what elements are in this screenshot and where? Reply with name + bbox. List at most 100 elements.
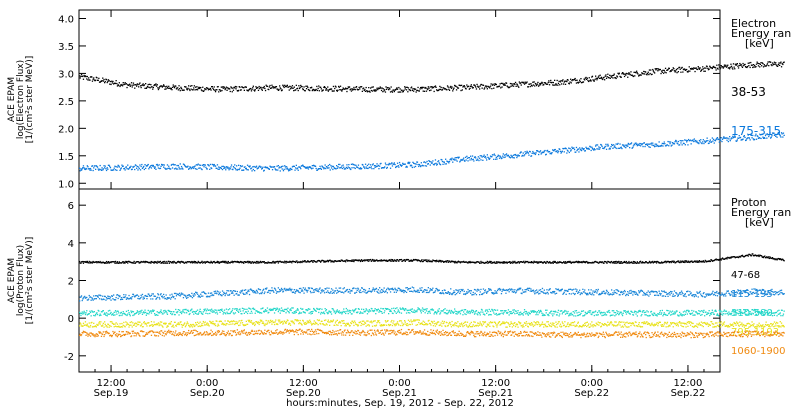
data-point <box>567 150 569 152</box>
data-point <box>479 294 481 296</box>
data-point <box>393 260 395 262</box>
data-point <box>373 165 376 167</box>
data-point <box>767 290 769 292</box>
data-point <box>757 137 760 139</box>
data-point <box>680 67 683 69</box>
data-point <box>630 71 632 73</box>
data-point <box>351 167 353 169</box>
data-point <box>123 312 126 315</box>
data-point <box>327 259 329 262</box>
data-point <box>682 295 685 297</box>
data-point <box>757 290 759 292</box>
data-point <box>370 258 372 261</box>
data-point <box>160 293 162 295</box>
data-point <box>132 314 134 317</box>
data-point <box>779 258 781 260</box>
data-point <box>714 139 716 142</box>
data-point <box>407 91 409 93</box>
data-point <box>314 165 317 167</box>
data-point <box>684 293 686 295</box>
data-point <box>373 310 375 313</box>
data-point <box>564 83 567 85</box>
data-point <box>125 294 127 296</box>
data-point <box>144 87 146 89</box>
data-point <box>306 167 308 169</box>
data-point <box>339 287 342 289</box>
data-point <box>302 308 304 310</box>
data-point <box>145 260 147 263</box>
data-point <box>471 294 474 296</box>
data-point <box>540 82 542 84</box>
data-point <box>202 295 204 297</box>
data-point <box>425 165 428 167</box>
data-point <box>124 262 126 264</box>
data-point <box>756 135 758 137</box>
data-point <box>480 260 482 263</box>
data-point <box>716 67 719 69</box>
data-point <box>634 142 636 144</box>
data-point <box>246 308 248 310</box>
data-point <box>251 289 253 292</box>
data-point <box>468 157 470 159</box>
data-point <box>748 137 751 139</box>
data-point <box>84 295 86 298</box>
series-115-195 <box>79 286 785 302</box>
data-point <box>126 297 128 299</box>
data-point <box>205 88 207 91</box>
data-point <box>528 287 530 290</box>
data-point <box>341 167 344 170</box>
data-point <box>171 261 174 263</box>
data-point <box>79 262 81 264</box>
data-point <box>280 165 283 168</box>
data-point <box>164 88 166 90</box>
data-point <box>643 292 645 295</box>
data-point <box>371 168 373 170</box>
data-point <box>473 84 475 86</box>
data-point <box>513 157 515 159</box>
data-point <box>476 290 478 292</box>
data-point <box>347 312 349 315</box>
data-point <box>590 80 592 82</box>
data-point <box>123 168 125 170</box>
data-point <box>548 262 550 264</box>
data-point <box>588 80 590 83</box>
data-point <box>645 143 647 146</box>
data-point <box>178 166 180 168</box>
data-point <box>532 262 535 264</box>
data-point <box>412 311 414 313</box>
data-point <box>154 314 156 316</box>
data-point <box>175 168 178 170</box>
data-point <box>470 290 472 292</box>
data-point <box>439 163 441 165</box>
y-axis-label: log(Electron Flux) <box>16 60 26 139</box>
data-point <box>379 310 381 313</box>
data-point <box>200 87 202 89</box>
data-point <box>646 262 649 264</box>
data-point <box>665 72 667 74</box>
data-point <box>538 85 540 87</box>
data-point <box>562 79 564 81</box>
data-point <box>737 290 740 292</box>
data-point <box>279 85 281 87</box>
data-point <box>337 166 339 168</box>
data-point <box>282 290 285 292</box>
data-point <box>196 293 199 295</box>
data-point <box>201 168 203 171</box>
data-point <box>186 294 188 297</box>
data-point <box>621 144 624 146</box>
data-point <box>109 165 111 168</box>
data-point <box>456 160 458 162</box>
data-point <box>193 293 195 295</box>
data-point <box>341 312 344 314</box>
data-point <box>395 289 397 291</box>
data-point <box>564 147 566 150</box>
data-point <box>753 66 755 68</box>
data-point <box>466 155 468 157</box>
data-point <box>118 262 120 264</box>
data-point <box>357 287 359 289</box>
data-point <box>265 288 267 290</box>
data-point <box>265 310 267 312</box>
data-point <box>247 310 249 312</box>
data-point <box>575 146 578 149</box>
data-point <box>650 143 652 145</box>
